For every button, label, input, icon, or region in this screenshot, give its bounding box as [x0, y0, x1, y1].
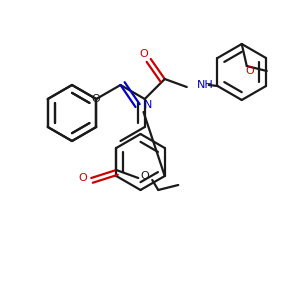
Text: NH: NH: [197, 80, 214, 90]
Text: N: N: [143, 100, 152, 110]
Text: O: O: [79, 173, 88, 183]
Text: O: O: [140, 49, 148, 59]
Text: O: O: [141, 171, 150, 181]
Text: O: O: [245, 66, 254, 76]
Text: O: O: [92, 94, 100, 104]
